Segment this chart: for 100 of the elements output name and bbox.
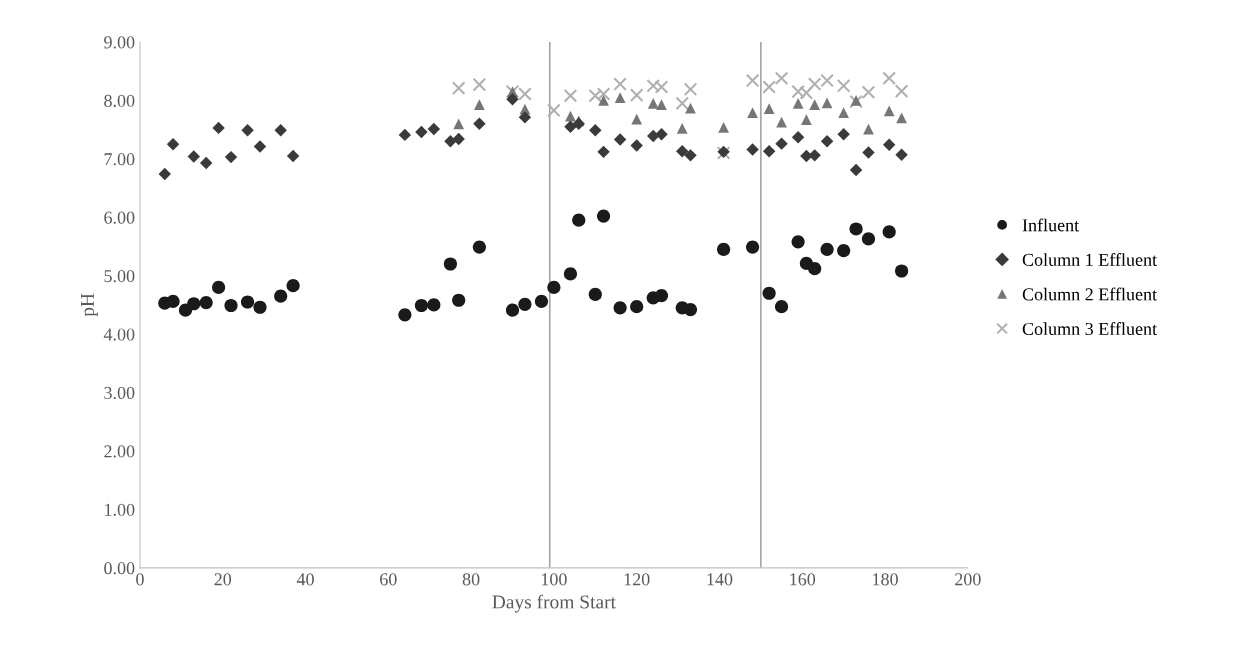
point	[883, 105, 895, 117]
point	[588, 287, 602, 301]
point	[166, 294, 180, 308]
point	[763, 103, 775, 114]
point	[473, 117, 486, 131]
point	[654, 288, 669, 303]
point	[837, 244, 851, 258]
point	[472, 77, 487, 92]
point	[212, 121, 225, 135]
x-tick-label: 60	[380, 573, 397, 586]
x-tick-label: 140	[707, 573, 733, 586]
point	[572, 117, 585, 131]
legend-label: Column 3 Effluent	[1022, 322, 1157, 336]
point	[820, 135, 834, 148]
point	[451, 81, 466, 96]
point	[398, 128, 412, 142]
point	[286, 279, 300, 293]
x-tick-label: 120	[624, 573, 650, 586]
point	[589, 124, 602, 137]
point	[849, 163, 863, 177]
point	[774, 71, 789, 86]
point	[774, 300, 789, 314]
point	[597, 145, 610, 159]
point	[534, 294, 549, 308]
point	[414, 298, 429, 313]
point	[547, 103, 561, 118]
y-tick-label: 7.00	[104, 153, 135, 166]
point	[253, 140, 267, 153]
point	[747, 107, 758, 119]
point	[224, 298, 238, 313]
point	[821, 97, 833, 109]
point	[808, 262, 822, 276]
point	[717, 242, 731, 256]
x-axis-title: Days from Start	[492, 594, 616, 613]
point	[746, 143, 759, 156]
point	[746, 240, 760, 254]
legend-label: Column 2 Effluent	[1022, 287, 1157, 301]
point	[547, 280, 561, 294]
point	[895, 148, 908, 161]
point	[791, 235, 805, 249]
y-axis-title: pH	[81, 293, 98, 317]
y-tick-label: 8.00	[104, 94, 135, 107]
point	[452, 293, 466, 307]
y-tick-label: 0.00	[104, 562, 135, 575]
point	[882, 71, 897, 86]
point	[187, 297, 201, 311]
point	[505, 303, 520, 317]
point	[820, 242, 834, 256]
point	[762, 286, 776, 300]
point	[613, 301, 627, 315]
y-tick-label: 9.00	[104, 36, 135, 49]
point	[647, 97, 659, 109]
point	[791, 131, 805, 144]
point	[861, 232, 876, 246]
point	[443, 257, 457, 271]
x-tick-label: 0	[136, 573, 144, 586]
point	[676, 123, 688, 134]
point	[565, 110, 576, 122]
point	[212, 280, 226, 294]
point	[444, 135, 457, 148]
point	[629, 88, 644, 103]
x-tick-label: 200	[955, 573, 981, 586]
point	[676, 145, 689, 158]
point	[241, 124, 254, 137]
x-tick-label: 160	[790, 573, 816, 586]
point	[518, 111, 532, 124]
point	[745, 73, 760, 88]
point	[596, 209, 611, 223]
point	[613, 77, 627, 91]
point	[398, 308, 412, 322]
point	[837, 128, 850, 141]
point	[598, 95, 609, 106]
x-tick-label: 40	[296, 573, 314, 586]
point	[809, 99, 821, 110]
point	[158, 167, 171, 181]
point	[518, 297, 532, 311]
point	[506, 93, 519, 106]
point	[862, 146, 875, 159]
point	[656, 99, 667, 110]
legend-label: Influent	[1022, 218, 1080, 232]
point	[240, 295, 255, 309]
point	[563, 267, 578, 281]
point	[675, 96, 690, 111]
point	[683, 82, 698, 97]
point	[563, 88, 578, 103]
point	[415, 125, 428, 139]
y-tick-label: 1.00	[105, 503, 135, 516]
point	[564, 120, 577, 133]
point	[630, 300, 644, 314]
point	[838, 107, 850, 119]
x-tick-label: 20	[214, 573, 232, 586]
point	[199, 156, 213, 170]
point	[199, 296, 213, 310]
point	[166, 138, 180, 151]
point	[474, 99, 485, 110]
point	[683, 303, 698, 317]
y-tick-label: 2.00	[104, 445, 135, 458]
point	[882, 138, 896, 152]
point	[631, 113, 643, 125]
legend-label: Column 1 Effluent	[1022, 253, 1157, 266]
